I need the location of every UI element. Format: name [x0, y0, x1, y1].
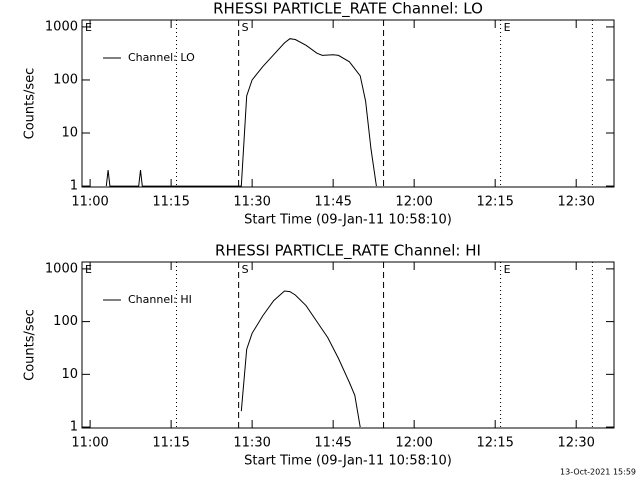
legend-label: Channel: LO — [128, 51, 195, 64]
x-tick-label: 11:45 — [314, 436, 351, 451]
footer: 13-Oct-2021 15:59 — [560, 468, 636, 477]
x-tick-label: 12:00 — [395, 436, 432, 451]
marker-label: E — [504, 263, 511, 276]
marker-label: S — [242, 21, 249, 34]
x-tick-label: 12:15 — [476, 195, 513, 210]
y-tick-label: 1 — [70, 420, 78, 435]
y-tick-label: 100 — [53, 72, 78, 87]
x-tick-label: 11:45 — [314, 195, 351, 210]
legend-label: Channel: HI — [128, 293, 192, 306]
x-axis-label: Start Time (09-Jan-11 10:58:10) — [244, 213, 452, 228]
marker-label: S — [242, 263, 249, 276]
plot-frame — [81, 261, 615, 429]
x-tick-label: 12:30 — [557, 195, 594, 210]
marker-label: E — [504, 21, 511, 34]
plot-frame — [81, 19, 615, 188]
x-tick-label: 11:15 — [152, 195, 189, 210]
y-tick-label: 10 — [61, 367, 78, 382]
x-tick-label: 12:00 — [395, 195, 432, 210]
y-tick-label: 10 — [61, 126, 78, 141]
y-tick-label: 1 — [70, 179, 78, 194]
chart-title: RHESSI PARTICLE_RATE Channel: LO — [213, 0, 483, 19]
y-tick-label: 100 — [53, 314, 78, 329]
x-axis-label: Start Time (09-Jan-11 10:58:10) — [244, 454, 452, 469]
y-tick-label: 1000 — [45, 19, 78, 34]
x-tick-label: 11:00 — [71, 436, 108, 451]
y-axis-label: Counts/sec — [23, 309, 38, 381]
chart-title: RHESSI PARTICLE_RATE Channel: HI — [215, 242, 481, 261]
x-tick-label: 11:00 — [71, 195, 108, 210]
x-tick-label: 12:30 — [557, 436, 594, 451]
data-line — [240, 290, 361, 428]
x-tick-label: 11:15 — [152, 436, 189, 451]
y-tick-label: 1000 — [45, 261, 78, 276]
x-tick-label: 12:15 — [476, 436, 513, 451]
marker-label: E — [85, 263, 92, 276]
marker-label: E — [85, 21, 92, 34]
x-tick-label: 11:30 — [233, 436, 270, 451]
data-line — [105, 38, 377, 187]
y-axis-label: Counts/sec — [23, 68, 38, 140]
x-tick-label: 11:30 — [233, 195, 270, 210]
